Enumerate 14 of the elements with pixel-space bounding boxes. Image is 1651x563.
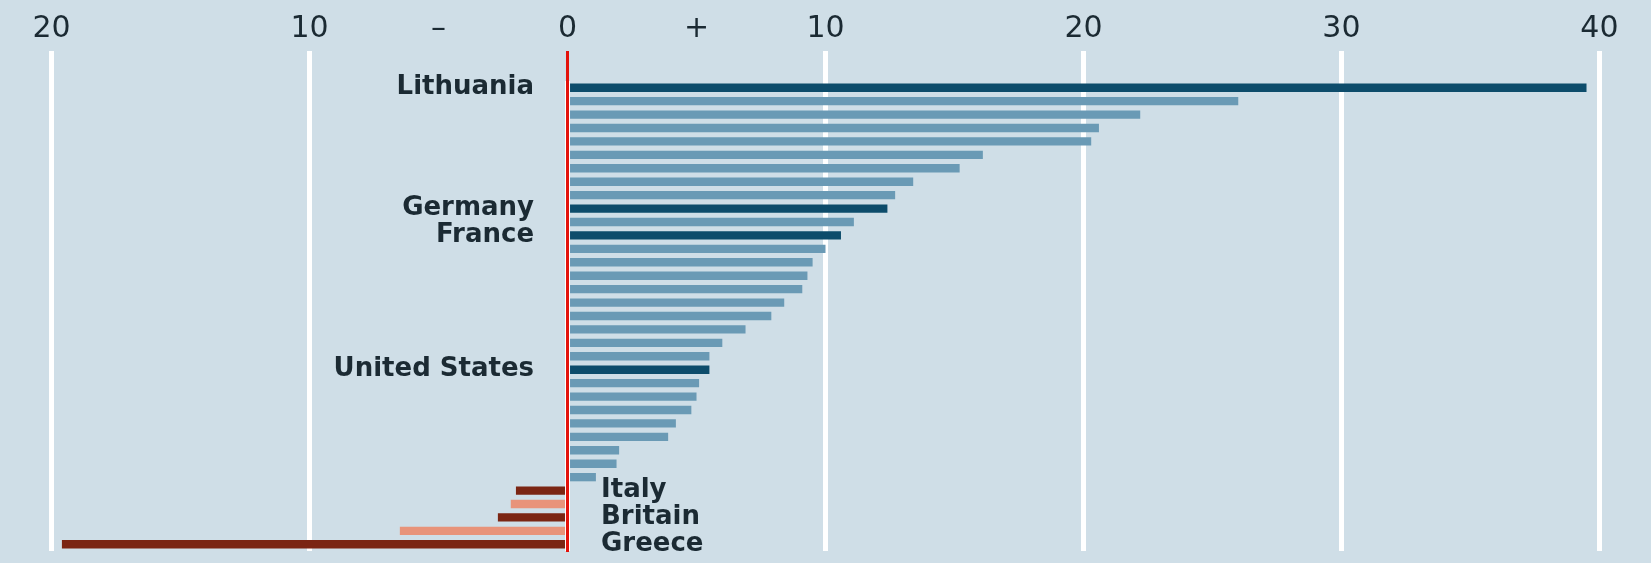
y-tick-label: Lithuania: [396, 70, 535, 101]
x-tick-label: 20: [32, 8, 71, 44]
y-tick-label: Italy: [601, 473, 667, 504]
x-tick-label: 10: [806, 8, 845, 44]
x-tick-label: 20: [1064, 8, 1103, 44]
y-tick-label: Greece: [601, 527, 704, 558]
y-tick-label: Germany: [402, 191, 535, 222]
x-tick-label: +: [683, 8, 710, 44]
y-tick-label: United States: [333, 352, 535, 383]
x-tick-label: 10: [290, 8, 329, 44]
x-tick-label: 40: [1580, 8, 1619, 44]
x-tick-label: 0: [557, 8, 578, 44]
x-tick-label: 30: [1322, 8, 1361, 44]
x-tick-label: –: [431, 8, 447, 44]
